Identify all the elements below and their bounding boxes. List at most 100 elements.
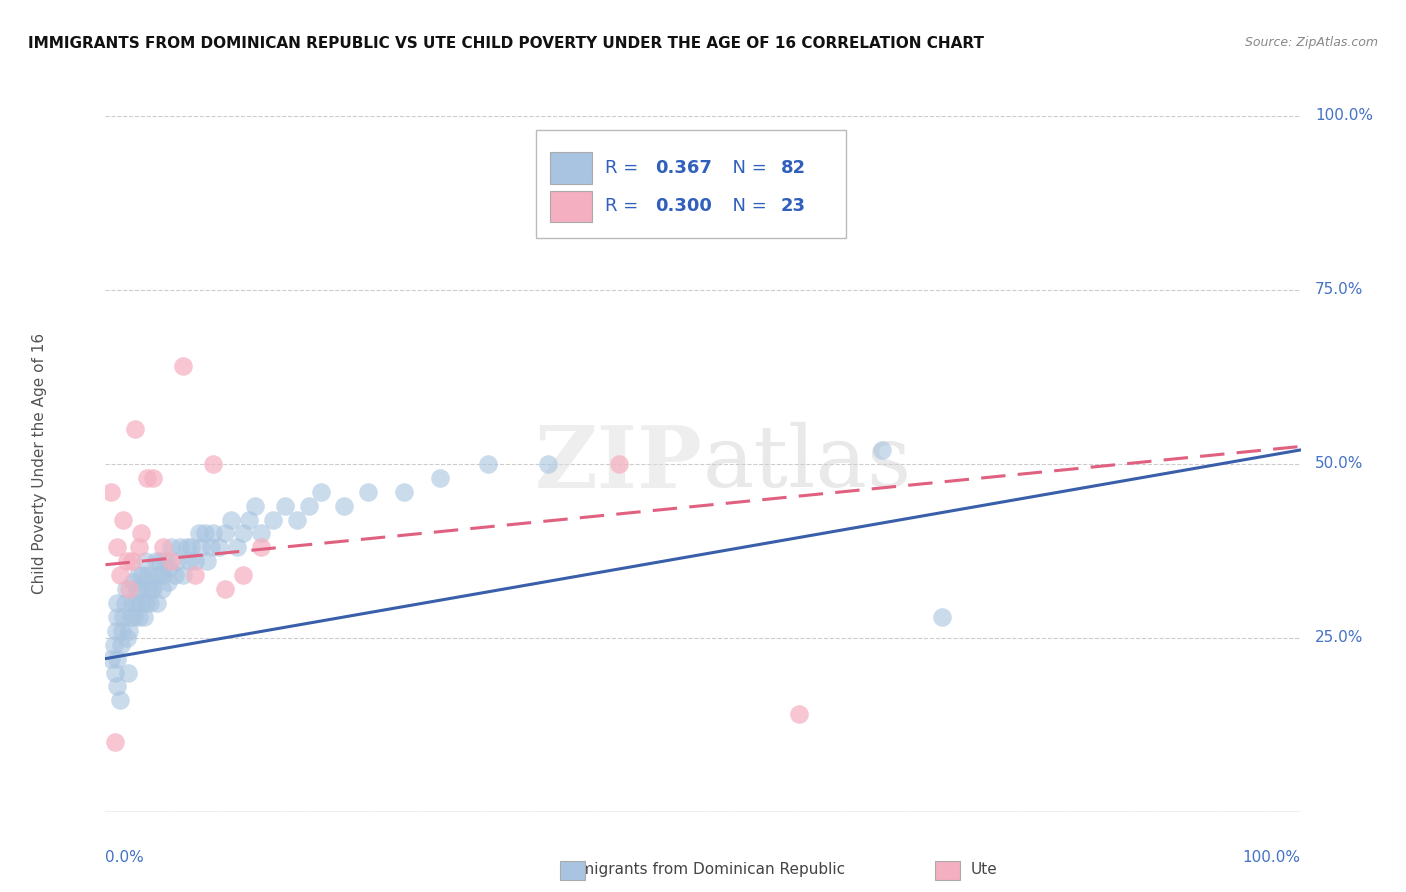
Point xyxy=(107,651,129,665)
Point xyxy=(429,471,451,485)
Text: 0.0%: 0.0% xyxy=(105,850,145,865)
Point xyxy=(107,541,129,555)
Point xyxy=(157,561,180,575)
Point xyxy=(125,582,148,596)
Point xyxy=(112,610,135,624)
Text: Source: ZipAtlas.com: Source: ZipAtlas.com xyxy=(1244,36,1378,49)
Text: Child Poverty Under the Age of 16: Child Poverty Under the Age of 16 xyxy=(32,334,48,594)
Point xyxy=(150,582,173,596)
Point xyxy=(931,610,953,624)
Text: 23: 23 xyxy=(780,197,806,215)
Point xyxy=(187,526,209,541)
Point xyxy=(202,526,225,541)
Text: 50.0%: 50.0% xyxy=(1315,457,1364,471)
Text: R =: R = xyxy=(605,197,644,215)
Point xyxy=(115,554,138,568)
Point xyxy=(172,359,194,374)
Point xyxy=(232,568,254,582)
Point xyxy=(219,512,242,526)
Point xyxy=(107,596,129,610)
Point xyxy=(309,484,332,499)
Point xyxy=(138,596,160,610)
Point xyxy=(104,665,127,680)
Point xyxy=(100,651,122,665)
Point xyxy=(134,554,156,568)
Point xyxy=(135,596,157,610)
Point xyxy=(477,457,499,471)
Point xyxy=(208,541,231,555)
Text: N =: N = xyxy=(721,197,772,215)
Point xyxy=(163,568,186,582)
Text: atlas: atlas xyxy=(703,422,912,506)
Point xyxy=(184,554,207,568)
Point xyxy=(872,442,894,457)
Point xyxy=(100,484,122,499)
Point xyxy=(184,568,207,582)
Point xyxy=(136,582,159,596)
Point xyxy=(132,610,155,624)
Point xyxy=(136,471,159,485)
Point xyxy=(124,422,146,436)
Point xyxy=(195,554,218,568)
Point xyxy=(124,596,146,610)
Point xyxy=(357,484,380,499)
Text: 75.0%: 75.0% xyxy=(1315,283,1364,297)
Point xyxy=(190,541,212,555)
Point xyxy=(129,596,153,610)
Point xyxy=(172,568,194,582)
Point xyxy=(298,499,321,513)
Point xyxy=(114,596,136,610)
FancyBboxPatch shape xyxy=(550,153,592,184)
Point xyxy=(177,554,201,568)
Point xyxy=(107,680,129,694)
Point xyxy=(118,582,141,596)
Point xyxy=(122,575,145,590)
Point xyxy=(180,541,202,555)
Point xyxy=(214,582,236,596)
Point xyxy=(200,541,222,555)
Point xyxy=(131,568,153,582)
Point xyxy=(273,499,295,513)
Point xyxy=(115,631,138,645)
Point xyxy=(262,512,284,526)
Point xyxy=(152,568,174,582)
Point xyxy=(787,707,810,722)
Point xyxy=(232,526,254,541)
Point xyxy=(238,512,260,526)
Point xyxy=(121,554,143,568)
Point xyxy=(250,541,273,555)
Point xyxy=(194,526,217,541)
Point xyxy=(176,541,198,555)
Point xyxy=(128,541,150,555)
Point xyxy=(110,638,132,652)
Point xyxy=(111,624,134,638)
Point xyxy=(118,624,141,638)
Point xyxy=(214,526,236,541)
Point xyxy=(149,554,172,568)
Point xyxy=(107,610,129,624)
Point xyxy=(202,457,225,471)
Point xyxy=(138,568,160,582)
Point xyxy=(607,457,630,471)
Text: Ute: Ute xyxy=(970,863,997,877)
Point xyxy=(333,499,356,513)
Point xyxy=(160,554,183,568)
Point xyxy=(285,512,308,526)
Point xyxy=(536,457,558,471)
Text: 100.0%: 100.0% xyxy=(1243,850,1301,865)
Text: N =: N = xyxy=(721,159,772,178)
Point xyxy=(160,541,183,555)
Point xyxy=(142,582,165,596)
Point xyxy=(142,471,165,485)
Point xyxy=(139,582,162,596)
Point xyxy=(243,499,266,513)
Text: R =: R = xyxy=(605,159,644,178)
Text: ZIP: ZIP xyxy=(536,422,703,506)
Point xyxy=(392,484,416,499)
Point xyxy=(121,596,143,610)
Point xyxy=(166,554,188,568)
Point xyxy=(105,624,128,638)
Text: 25.0%: 25.0% xyxy=(1315,631,1364,645)
Point xyxy=(148,568,170,582)
Point xyxy=(146,596,169,610)
